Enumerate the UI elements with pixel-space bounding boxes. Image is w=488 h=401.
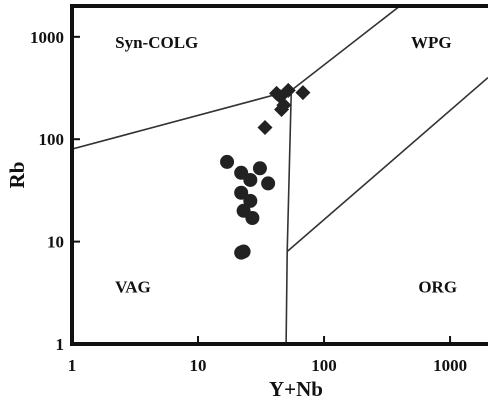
diamond-point [295,85,311,101]
field-labels: Syn-COLG WPG VAG ORG [115,33,457,296]
boundary-line-0 [72,89,292,150]
diamond-point [257,120,273,136]
circle-point [261,176,276,191]
data-points [220,82,311,260]
x-axis-title: Y+Nb [269,377,323,401]
circle-point [234,185,249,200]
field-label-org: ORG [418,277,457,296]
diamond-point [274,102,290,118]
y-tick-label: 1 [56,335,65,354]
x-tick-label: 100 [311,356,337,375]
circle-point [234,245,249,260]
field-label-wpg: WPG [411,33,452,52]
field-boundaries [72,6,488,344]
y-tick-label: 10 [47,233,64,252]
field-label-syn-colg: Syn-COLG [115,33,198,52]
field-label-vag: VAG [115,277,151,296]
y-axis-title: Rb [5,162,29,189]
circle-point [243,193,258,208]
boundary-line-1 [290,6,401,92]
boundary-line-3 [286,76,488,253]
x-tick-label: 10 [190,356,207,375]
diamond-point [280,82,296,98]
x-tick-label: 1 [68,356,77,375]
circle-point [245,211,260,226]
circle-point [220,154,235,169]
circle-point [243,172,258,187]
x-tick-label: 1000 [433,356,467,375]
y-axis-ticks: 1 10 100 1000 [30,28,80,354]
y-tick-label: 100 [39,130,65,149]
plot-frame [70,4,488,346]
y-tick-label: 1000 [30,28,64,47]
circle-point [252,161,267,176]
